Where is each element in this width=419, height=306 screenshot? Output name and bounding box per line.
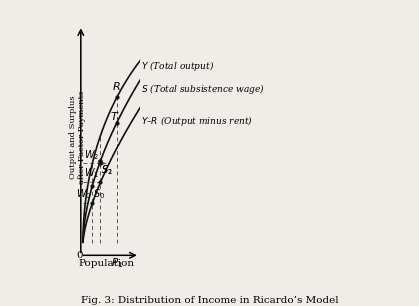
Text: $R$: $R$ (112, 80, 121, 92)
Text: $S_1$: $S_1$ (101, 163, 113, 177)
Text: $Y$ (Total output): $Y$ (Total output) (141, 59, 215, 73)
Text: Fig. 3: Distribution of Income in Ricardo’s Model: Fig. 3: Distribution of Income in Ricard… (81, 296, 338, 305)
Text: $P_1$: $P_1$ (111, 256, 123, 270)
Text: Output and Surplus
after Factor Payments: Output and Surplus after Factor Payments (69, 91, 86, 184)
Text: $S_0$: $S_0$ (93, 187, 105, 201)
Text: $S$ (Total subsistence wage): $S$ (Total subsistence wage) (141, 82, 265, 96)
Text: $Y–R$ (Output minus rent): $Y–R$ (Output minus rent) (141, 114, 253, 128)
Text: $T$: $T$ (111, 110, 120, 122)
Text: $S_2$: $S_2$ (101, 163, 113, 177)
Text: $W_2$: $W_2$ (84, 148, 99, 162)
Text: Population: Population (79, 259, 135, 268)
Text: 0: 0 (77, 251, 83, 260)
Text: $W_0$: $W_0$ (76, 188, 91, 201)
Text: $W_1$: $W_1$ (84, 166, 99, 180)
